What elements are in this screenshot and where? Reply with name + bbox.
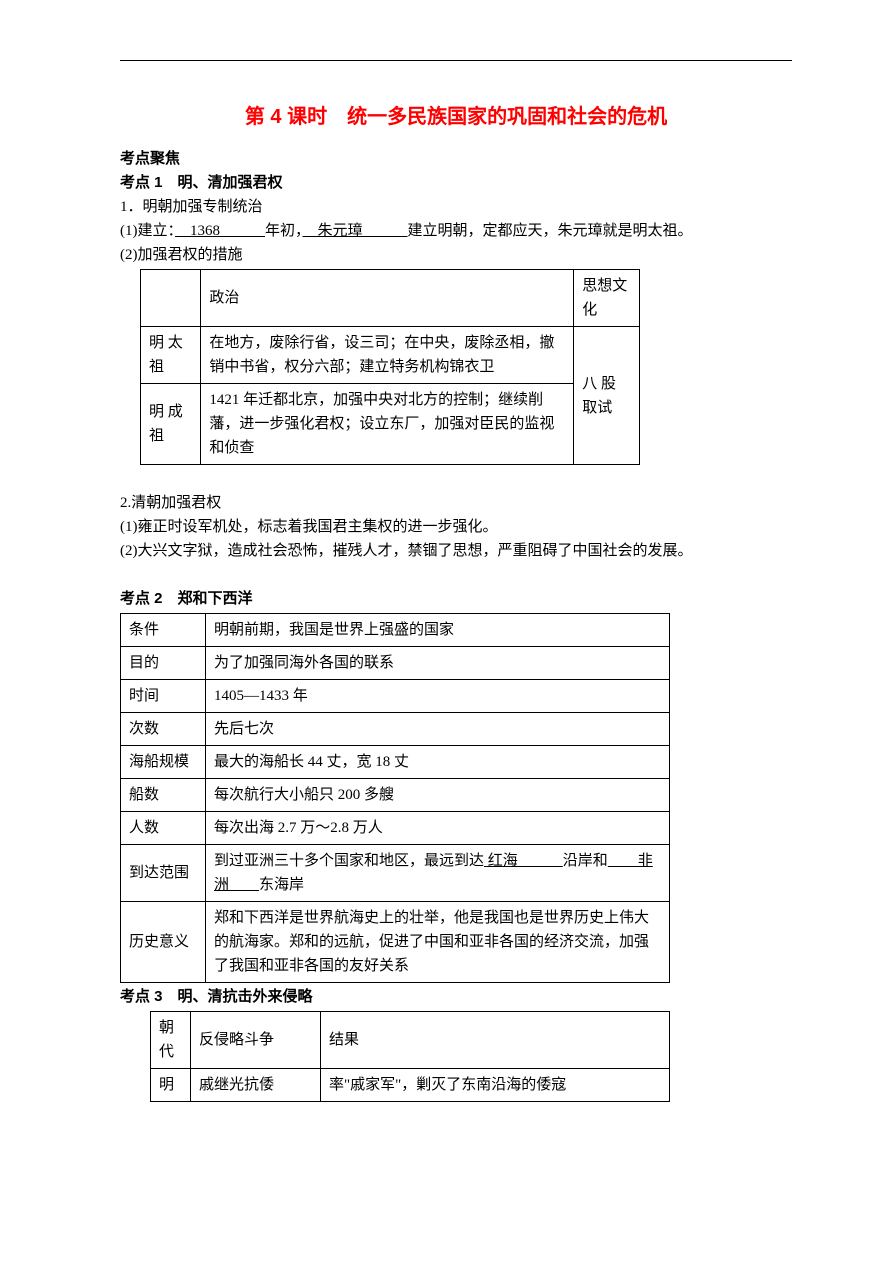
table-ming-power: 政治 思想文化 明 太祖 在地方，废除行省，设三司；在中央，废除丞相，撤销中书省… — [140, 269, 640, 465]
cell-v: 1405—1433 年 — [206, 680, 670, 713]
r8c: 沿岸和 — [563, 853, 608, 869]
table-row: 海船规模最大的海船长 44 丈，宽 18 丈 — [121, 746, 670, 779]
cell-k: 时间 — [121, 680, 206, 713]
cell-chengzu: 明 成祖 — [141, 384, 201, 465]
cell-taizu-pol: 在地方，废除行省，设三司；在中央，废除丞相，撤销中书省，权分六部；建立特务机构锦… — [201, 327, 574, 384]
table-row: 条件明朝前期，我国是世界上强盛的国家 — [121, 614, 670, 647]
blank-year: 1368 — [175, 223, 265, 239]
cell-k: 海船规模 — [121, 746, 206, 779]
r8a: 到过亚洲三十多个国家和地区，最远到达 — [214, 853, 484, 869]
cell-h-dynasty: 朝代 — [151, 1012, 191, 1069]
cell-k: 船数 — [121, 779, 206, 812]
cell-k: 到达范围 — [121, 845, 206, 902]
cell-h-politics: 政治 — [201, 270, 574, 327]
table-row: 朝代 反侵略斗争 结果 — [151, 1012, 670, 1069]
cell-taizu: 明 太祖 — [141, 327, 201, 384]
top-rule — [120, 60, 792, 61]
p2a: (1)建立： — [120, 223, 175, 239]
table-row: 政治 思想文化 — [141, 270, 640, 327]
kp3-head: 考点 3 明、清抗击外来侵略 — [120, 985, 792, 1009]
cell-bagu: 八 股 取试 — [574, 327, 640, 465]
table-resist: 朝代 反侵略斗争 结果 明 戚继光抗倭 率"戚家军"，剿灭了东南沿海的倭寇 — [150, 1011, 670, 1102]
table-row: 明 成祖 1421 年迁都北京，加强中央对北方的控制；继续削藩，进一步强化君权；… — [141, 384, 640, 465]
cell-k: 目的 — [121, 647, 206, 680]
table-row: 到达范围 到过亚洲三十多个国家和地区，最远到达 红海 沿岸和 非洲 东海岸 — [121, 845, 670, 902]
table-row: 目的为了加强同海外各国的联系 — [121, 647, 670, 680]
kp1-head: 考点 1 明、清加强君权 — [120, 171, 792, 195]
blank-founder: 朱元璋 — [303, 223, 408, 239]
cell-reach: 到过亚洲三十多个国家和地区，最远到达 红海 沿岸和 非洲 东海岸 — [206, 845, 670, 902]
p3: (2)加强君权的措施 — [120, 243, 792, 267]
table-row: 次数先后七次 — [121, 713, 670, 746]
cell-h-struggle: 反侵略斗争 — [191, 1012, 321, 1069]
kp2-head: 考点 2 郑和下西洋 — [120, 587, 792, 611]
cell-qijiguang: 戚继光抗倭 — [191, 1069, 321, 1102]
table-row: 船数每次航行大小船只 200 多艘 — [121, 779, 670, 812]
cell-h-ideology: 思想文化 — [574, 270, 640, 327]
cell-k: 条件 — [121, 614, 206, 647]
p1: 1．明朝加强专制统治 — [120, 195, 792, 219]
r8d: 东海岸 — [259, 877, 304, 893]
cell-k: 历史意义 — [121, 902, 206, 983]
table-row: 时间1405—1433 年 — [121, 680, 670, 713]
cell-chengzu-pol: 1421 年迁都北京，加强中央对北方的控制；继续削藩，进一步强化君权；设立东厂，… — [201, 384, 574, 465]
cell-v: 每次航行大小船只 200 多艘 — [206, 779, 670, 812]
p2d: 建立明朝，定都应天，朱元璋就是明太祖。 — [408, 223, 693, 239]
cell-ming: 明 — [151, 1069, 191, 1102]
p6: (2)大兴文字狱，造成社会恐怖，摧残人才，禁锢了思想，严重阻碍了中国社会的发展。 — [120, 539, 792, 563]
cell-v: 先后七次 — [206, 713, 670, 746]
p2c: 年初， — [265, 223, 303, 239]
table-row: 人数每次出海 2.7 万～2.8 万人 — [121, 812, 670, 845]
cell-result: 率"戚家军"，剿灭了东南沿海的倭寇 — [321, 1069, 670, 1102]
cell-v: 为了加强同海外各国的联系 — [206, 647, 670, 680]
cell-v: 每次出海 2.7 万～2.8 万人 — [206, 812, 670, 845]
table-row: 明 太祖 在地方，废除行省，设三司；在中央，废除丞相，撤销中书省，权分六部；建立… — [141, 327, 640, 384]
table-zhenghe: 条件明朝前期，我国是世界上强盛的国家 目的为了加强同海外各国的联系 时间1405… — [120, 613, 670, 983]
cell-k: 人数 — [121, 812, 206, 845]
cell-v: 明朝前期，我国是世界上强盛的国家 — [206, 614, 670, 647]
p2: (1)建立： 1368 年初， 朱元璋 建立明朝，定都应天，朱元璋就是明太祖。 — [120, 219, 792, 243]
cell-blank — [141, 270, 201, 327]
blank-redsea: 红海 — [484, 853, 563, 869]
cell-v: 最大的海船长 44 丈，宽 18 丈 — [206, 746, 670, 779]
cell-h-result: 结果 — [321, 1012, 670, 1069]
table-row: 历史意义 郑和下西洋是世界航海史上的壮举，他是我国也是世界历史上伟大的航海家。郑… — [121, 902, 670, 983]
p4: 2.清朝加强君权 — [120, 491, 792, 515]
table-row: 明 戚继光抗倭 率"戚家军"，剿灭了东南沿海的倭寇 — [151, 1069, 670, 1102]
cell-significance: 郑和下西洋是世界航海史上的壮举，他是我国也是世界历史上伟大的航海家。郑和的远航，… — [206, 902, 670, 983]
cell-k: 次数 — [121, 713, 206, 746]
section-head-focus: 考点聚焦 — [120, 147, 792, 171]
p5: (1)雍正时设军机处，标志着我国君主集权的进一步强化。 — [120, 515, 792, 539]
page-title: 第 4 课时 统一多民族国家的巩固和社会的危机 — [120, 101, 792, 133]
